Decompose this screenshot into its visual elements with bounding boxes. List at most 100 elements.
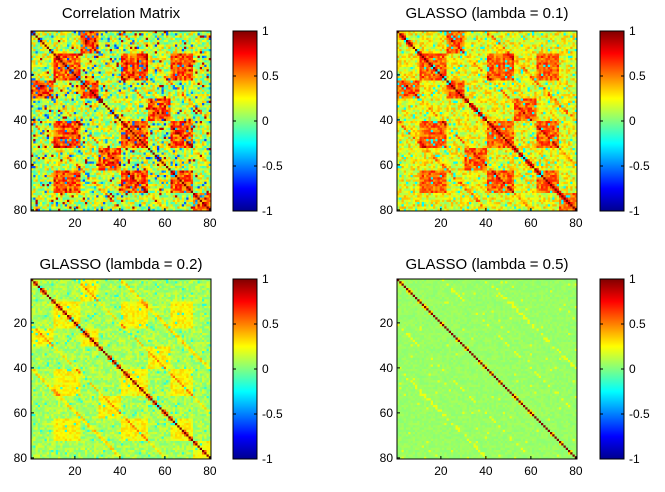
heatmap-cell: [85, 36, 88, 39]
heatmap-cell: [101, 63, 104, 66]
heatmap-cell: [200, 47, 203, 50]
heatmap-cell: [33, 38, 36, 41]
heatmap-cell: [110, 47, 113, 50]
heatmap-cell: [139, 65, 142, 68]
heatmap-cell: [126, 33, 129, 36]
heatmap-cell: [121, 54, 124, 57]
heatmap-cell: [189, 38, 192, 41]
heatmap-cell: [126, 67, 129, 70]
heatmap-cell: [47, 36, 50, 39]
heatmap-cell: [171, 49, 174, 52]
heatmap-cell: [42, 67, 45, 70]
heatmap-cell: [162, 45, 165, 48]
heatmap-cell: [162, 56, 165, 59]
heatmap-cell: [166, 51, 169, 54]
heatmap-cell: [99, 36, 102, 39]
heatmap-cell: [110, 60, 113, 63]
heatmap-cell: [159, 38, 162, 41]
heatmap-cell: [51, 33, 54, 36]
heatmap-cell: [157, 38, 160, 41]
heatmap-cell: [81, 36, 84, 39]
heatmap-cell: [191, 65, 194, 68]
heatmap-cell: [54, 45, 57, 48]
heatmap-cell: [126, 54, 129, 57]
heatmap-cell: [128, 40, 131, 43]
heatmap-cell: [94, 47, 97, 50]
heatmap-cell: [96, 58, 99, 61]
heatmap-cell: [51, 47, 54, 50]
heatmap-cell: [36, 45, 39, 48]
heatmap-cell: [90, 51, 93, 54]
heatmap-cell: [45, 51, 48, 54]
heatmap-cell: [108, 60, 111, 63]
heatmap-cell: [45, 33, 48, 36]
heatmap-cell: [189, 56, 192, 59]
heatmap-cell: [159, 42, 162, 45]
heatmap-cell: [153, 54, 156, 57]
heatmap-cell: [168, 47, 171, 50]
heatmap-cell: [69, 58, 72, 61]
heatmap-cell: [105, 45, 108, 48]
heatmap-cell: [193, 51, 196, 54]
heatmap-cell: [40, 54, 43, 57]
heatmap-cell: [137, 58, 140, 61]
heatmap-cell: [141, 60, 144, 63]
heatmap-cell: [119, 54, 122, 57]
heatmap-cell: [87, 36, 90, 39]
heatmap-cell: [168, 65, 171, 68]
heatmap-cell: [204, 63, 207, 66]
heatmap-cell: [168, 42, 171, 45]
heatmap-cell: [166, 38, 169, 41]
heatmap-cell: [148, 33, 151, 36]
heatmap-cell: [130, 60, 133, 63]
heatmap-cell: [135, 45, 138, 48]
heatmap-cell: [105, 60, 108, 63]
heatmap-cell: [117, 33, 120, 36]
heatmap-cell: [78, 58, 81, 61]
heatmap-cell: [153, 56, 156, 59]
heatmap-cell: [105, 54, 108, 57]
heatmap-cell: [141, 33, 144, 36]
heatmap-cell: [135, 58, 138, 61]
heatmap-cell: [60, 60, 63, 63]
heatmap-cell: [92, 38, 95, 41]
heatmap-cell: [128, 65, 131, 68]
heatmap-cell: [173, 47, 176, 50]
heatmap-cell: [166, 56, 169, 59]
heatmap-cell: [60, 56, 63, 59]
heatmap-cell: [195, 33, 198, 36]
heatmap-cell: [42, 56, 45, 59]
heatmap-cell: [202, 65, 205, 68]
heatmap-cell: [126, 40, 129, 43]
heatmap-cell: [85, 49, 88, 52]
heatmap-cell: [191, 45, 194, 48]
heatmap-cell: [155, 38, 158, 41]
heatmap-cell: [33, 58, 36, 61]
heatmap-cell: [159, 47, 162, 50]
heatmap-cell: [195, 45, 198, 48]
heatmap-cell: [56, 47, 59, 50]
heatmap-cell: [40, 67, 43, 70]
heatmap-cell: [193, 58, 196, 61]
heatmap-cell: [36, 51, 39, 54]
heatmap-cell: [40, 42, 43, 45]
heatmap-cell: [94, 56, 97, 59]
heatmap-cell: [137, 54, 140, 57]
heatmap-cell: [193, 60, 196, 63]
heatmap-cell: [42, 40, 45, 43]
heatmap-cell: [67, 63, 70, 66]
heatmap-cell: [198, 60, 201, 63]
heatmap-cell: [175, 58, 178, 61]
heatmap-cell: [36, 49, 39, 52]
heatmap-cell: [164, 54, 167, 57]
heatmap-cell: [121, 58, 124, 61]
heatmap-cell: [166, 49, 169, 52]
heatmap-cell: [150, 67, 153, 70]
heatmap-cell: [204, 40, 207, 43]
heatmap-cell: [94, 38, 97, 41]
heatmap-cell: [204, 36, 207, 39]
heatmap-cell: [148, 67, 151, 70]
heatmap-cell: [182, 60, 185, 63]
heatmap-cell: [105, 63, 108, 66]
heatmap-cell: [132, 63, 135, 66]
